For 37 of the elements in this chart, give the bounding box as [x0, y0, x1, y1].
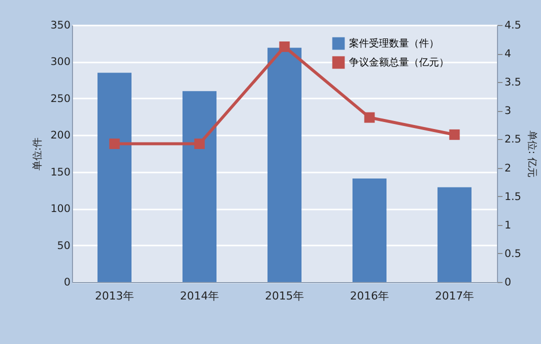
y2-tick-label: 3: [504, 105, 512, 118]
y2-tick-label: 4: [504, 48, 512, 60]
y2-tick-label: 3.5: [504, 76, 522, 89]
y2-axis-title: 单位: 亿元: [526, 130, 538, 178]
y2-tick-label: 0: [504, 276, 512, 288]
x-tick-label: 2014年: [180, 290, 219, 302]
legend-label: 争议金额总量（亿元）: [349, 56, 449, 68]
y-tick-label: 0: [64, 276, 70, 288]
point: [279, 41, 290, 52]
y-tick-label: 350: [50, 20, 70, 32]
bar: [98, 72, 132, 282]
bar: [182, 91, 216, 282]
y-tick-label: 50: [57, 240, 70, 252]
y-tick-label: 300: [50, 56, 70, 68]
point: [194, 138, 205, 150]
y2-tick-label: 2.5: [504, 134, 522, 146]
y-tick-label: 100: [50, 203, 70, 216]
bar: [352, 178, 386, 282]
y-axis-title: 单位:件: [31, 137, 44, 171]
x-tick-label: 2015年: [265, 290, 304, 302]
y2-tick-label: 2: [504, 162, 512, 174]
bar: [268, 48, 302, 282]
legend-label: 案件受理数量（件）: [349, 38, 439, 50]
y2-tick-label: 1.5: [504, 190, 522, 203]
y2-tick-label: 1: [504, 219, 512, 232]
y-tick-label: 250: [50, 92, 70, 105]
y-tick-label: 150: [50, 166, 70, 178]
x-tick-label: 2017年: [435, 290, 474, 302]
point: [364, 112, 375, 123]
x-tick-label: 2013年: [95, 290, 134, 302]
point: [109, 138, 120, 150]
x-tick-label: 2016年: [350, 290, 389, 302]
y2-tick-label: 0.5: [504, 248, 522, 260]
y-tick-label: 200: [50, 130, 70, 142]
bar: [438, 187, 472, 282]
point: [449, 129, 460, 140]
y2-tick-label: 4.5: [504, 20, 522, 32]
